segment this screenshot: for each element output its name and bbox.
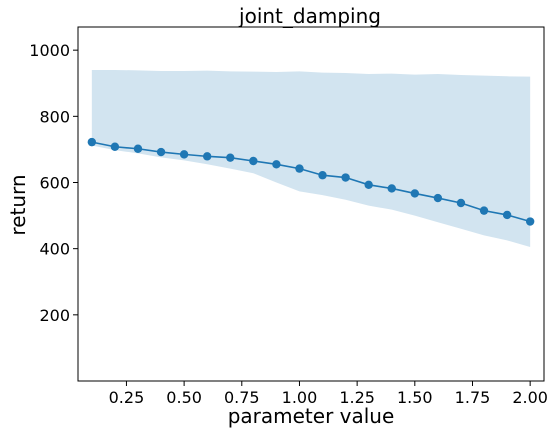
data-point	[387, 184, 396, 193]
data-point	[87, 137, 97, 147]
data-point	[433, 193, 443, 203]
data-point	[249, 156, 258, 166]
plot-frame	[77, 26, 545, 382]
y-tick-label: 1000	[29, 41, 70, 60]
y-tick-label: 400	[39, 240, 70, 259]
y-tick-label: 600	[39, 173, 70, 192]
y-tick-label: 200	[39, 306, 70, 325]
x-tick-label: 0.50	[166, 388, 202, 407]
confidence-band	[91, 70, 531, 248]
data-point	[341, 173, 350, 182]
x-tick-label: 1.50	[397, 388, 433, 407]
data-point	[272, 160, 281, 169]
data-point	[202, 152, 212, 161]
x-tick-label: 1.75	[455, 388, 491, 407]
data-point	[318, 171, 327, 180]
x-axis-label: parameter value	[228, 404, 395, 428]
x-tick-label: 0.75	[224, 388, 260, 407]
x-tick-label: 2.00	[512, 388, 548, 407]
x-tick-label: 1.25	[339, 388, 375, 407]
data-point	[364, 180, 373, 190]
plot-area	[87, 70, 535, 248]
data-point	[525, 217, 535, 226]
data-point	[156, 147, 166, 157]
x-tick-label: 0.25	[109, 388, 145, 407]
data-point	[479, 206, 489, 215]
data-point	[110, 142, 120, 151]
y-axis-label: return	[6, 174, 30, 235]
data-point	[179, 150, 189, 159]
data-point	[133, 144, 143, 153]
y-tick-label: 800	[39, 107, 70, 126]
chart-title: joint_damping	[238, 4, 381, 28]
data-point	[502, 210, 512, 220]
y-axis: 200 400 600 800 1000	[29, 41, 78, 325]
x-axis: 0.25 0.50 0.75 1.00 1.25 1.50 1.75 2.00	[109, 381, 548, 407]
x-tick-label: 1.00	[282, 388, 318, 407]
data-point	[456, 198, 466, 208]
data-point	[410, 189, 420, 198]
data-point	[226, 153, 235, 162]
data-point	[295, 164, 304, 173]
